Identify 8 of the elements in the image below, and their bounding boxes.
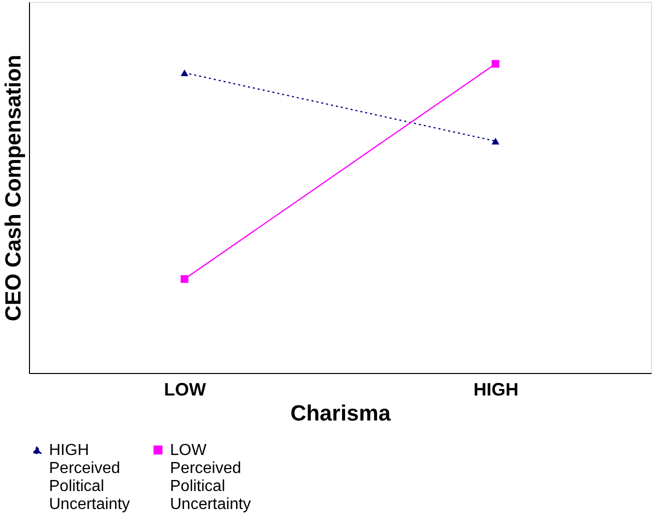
x-tick-label: HIGH: [474, 380, 518, 400]
x-tick-label: LOW: [164, 380, 206, 400]
point: [180, 275, 188, 283]
y-axis-title: CEO Cash Compensation: [0, 54, 26, 322]
x-axis-title: Charisma: [290, 400, 392, 426]
legend-label: LOW Perceived Political Uncertainty: [170, 442, 251, 513]
legend-label: HIGH Perceived Political Uncertainty: [49, 442, 130, 513]
point: [492, 60, 500, 68]
